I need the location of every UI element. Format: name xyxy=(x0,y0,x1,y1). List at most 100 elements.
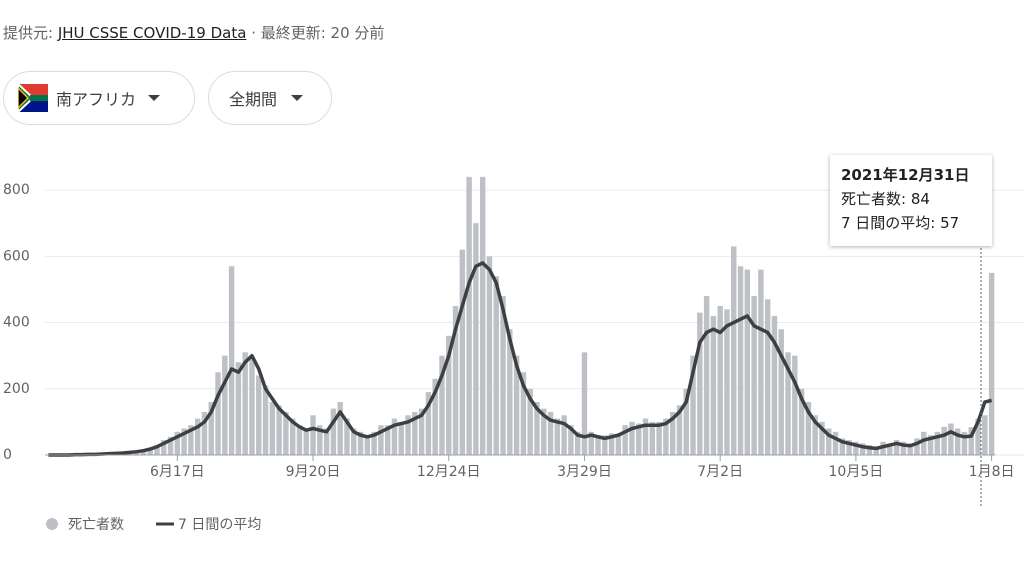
bar xyxy=(975,418,981,455)
bar xyxy=(323,428,330,455)
bar xyxy=(595,435,601,455)
bar xyxy=(839,438,846,455)
bar xyxy=(731,246,737,455)
bar xyxy=(99,453,106,455)
bar xyxy=(697,312,703,455)
legend-swatch xyxy=(46,518,58,530)
bar xyxy=(364,435,371,455)
bar xyxy=(289,418,296,455)
bar xyxy=(439,355,445,455)
bar xyxy=(934,431,941,455)
bar xyxy=(459,249,466,455)
bar xyxy=(351,428,357,455)
source-line: 提供元: JHU CSSE COVID-19 Data · 最終更新: 20 分… xyxy=(3,22,384,43)
bar xyxy=(106,453,113,455)
bar xyxy=(751,296,757,455)
source-link[interactable]: JHU CSSE COVID-19 Data xyxy=(57,24,247,42)
bar xyxy=(310,415,316,455)
bar xyxy=(642,418,649,455)
bar xyxy=(941,426,947,455)
bar xyxy=(798,388,805,455)
bar xyxy=(683,388,689,455)
source-label: 提供元: xyxy=(3,24,54,42)
updated: · 最終更新: 20 分前 xyxy=(251,24,385,42)
bar xyxy=(663,418,669,455)
bar xyxy=(208,402,214,455)
tooltip-line: 7 日間の平均: 57 xyxy=(841,214,960,232)
bar xyxy=(771,315,778,455)
bar xyxy=(866,445,873,455)
bar xyxy=(656,421,662,455)
period-dropdown[interactable]: 全期間 xyxy=(208,71,332,125)
bar xyxy=(737,266,744,455)
bar xyxy=(412,411,418,455)
bar xyxy=(391,418,398,455)
bar xyxy=(588,431,594,455)
bar xyxy=(547,411,554,455)
bar xyxy=(242,352,248,455)
bar xyxy=(636,423,642,455)
bar xyxy=(703,296,710,455)
country-dropdown[interactable]: 南アフリカ xyxy=(3,71,195,125)
bar xyxy=(371,431,377,455)
bar xyxy=(161,440,167,455)
y-tick-label: 200 xyxy=(3,381,30,397)
bar xyxy=(561,415,567,455)
bar xyxy=(534,402,540,455)
bar xyxy=(486,256,493,455)
bar xyxy=(337,402,343,455)
bar xyxy=(194,418,201,455)
bar xyxy=(961,431,968,455)
bar xyxy=(120,452,126,455)
x-tick-label: 7月2日 xyxy=(697,464,743,480)
bar xyxy=(72,454,79,455)
bar xyxy=(921,431,927,455)
bar xyxy=(615,435,622,455)
bar xyxy=(853,441,859,455)
bar xyxy=(344,418,350,455)
x-tick-label: 9月20日 xyxy=(286,464,341,480)
bar xyxy=(554,418,561,455)
bar xyxy=(602,435,608,455)
bar xyxy=(669,411,676,455)
bar xyxy=(215,372,221,455)
bar xyxy=(581,352,588,455)
bar xyxy=(201,411,208,455)
flag-icon xyxy=(18,84,48,112)
bar xyxy=(181,428,187,455)
bar xyxy=(819,421,825,455)
bar xyxy=(235,362,242,455)
bar xyxy=(127,451,133,455)
bar xyxy=(398,421,404,455)
bar xyxy=(303,428,309,455)
bar xyxy=(188,425,194,455)
bar xyxy=(384,425,391,455)
bar xyxy=(622,425,628,455)
bar xyxy=(812,415,818,455)
bar xyxy=(79,454,86,455)
y-tick-label: 0 xyxy=(3,447,12,463)
bar xyxy=(629,421,635,455)
bar xyxy=(968,427,974,455)
bar xyxy=(900,441,907,455)
country-label: 南アフリカ xyxy=(56,90,137,109)
bar xyxy=(378,425,384,455)
bar xyxy=(676,405,683,455)
legend-label: 死亡者数 xyxy=(68,517,124,533)
bar xyxy=(507,329,513,455)
bar xyxy=(927,435,934,455)
bar xyxy=(140,450,147,455)
bar xyxy=(914,438,920,455)
bar xyxy=(418,408,425,455)
bar xyxy=(466,176,472,455)
bar xyxy=(222,355,228,455)
tooltip-line: 死亡者数: 84 xyxy=(841,190,930,208)
bar xyxy=(283,411,289,455)
bar xyxy=(988,272,995,455)
x-tick-label: 6月17日 xyxy=(150,464,205,480)
y-tick-label: 600 xyxy=(3,248,30,264)
bar xyxy=(846,440,852,455)
bar xyxy=(826,428,832,455)
x-tick-label: 12月24日 xyxy=(417,464,481,480)
